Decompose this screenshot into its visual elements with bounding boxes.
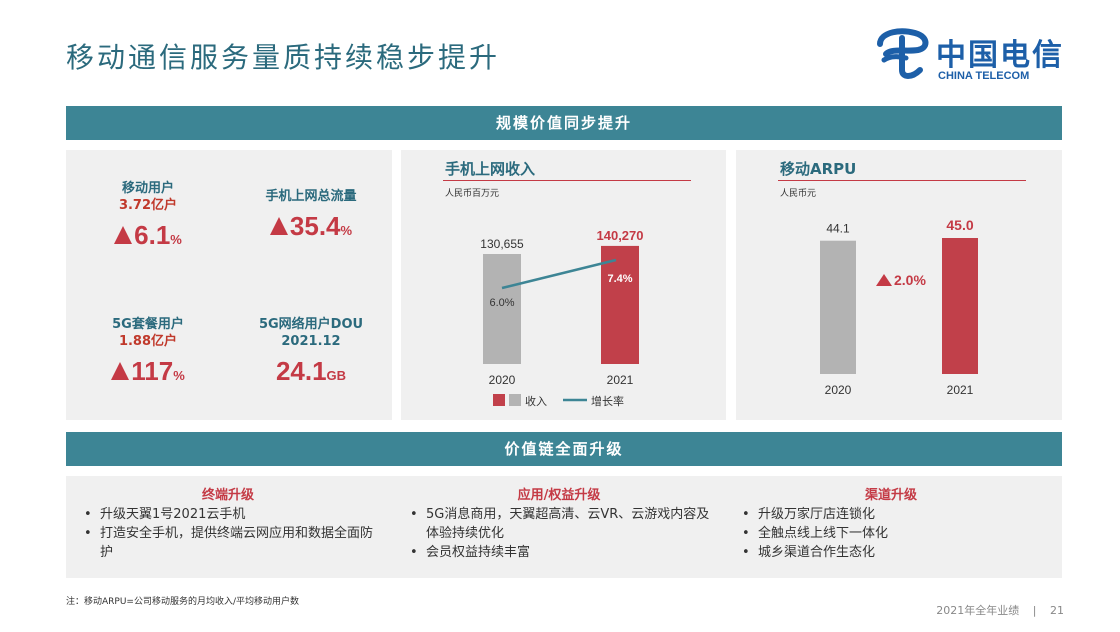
x-tick-label: 2020 — [489, 373, 516, 387]
page-footer: 2021年全年业绩 | 21 — [936, 602, 1064, 618]
legend-label: 增长率 — [591, 394, 624, 408]
arpu-bar — [820, 240, 856, 374]
growth-line — [501, 258, 617, 290]
section-header-scale-value: 规模价值同步提升 — [66, 106, 1062, 140]
list-item: 会员权益持续丰富 — [404, 543, 714, 562]
title-rule — [778, 180, 1026, 181]
chart-unit: 人民币百万元 — [445, 189, 500, 199]
bullet-list: 升级万家厅店连锁化 全触点线上线下一体化 城乡渠道合作生态化 — [736, 505, 1046, 562]
kpi-value: 117% — [78, 356, 218, 387]
kpi-5g-dou: 5G网络用户DOU 2021.12 24.1GB — [236, 316, 386, 387]
column-title: 渠道升级 — [864, 488, 917, 503]
kpi-mobile-users: 移动用户 3.72亿户 6.1% — [78, 180, 218, 251]
column-title: 终端升级 — [201, 488, 254, 503]
arrow-up-icon — [876, 274, 892, 286]
list-item: 打造安全手机，提供终端云网应用和数据全面防护 — [78, 524, 378, 562]
kpi-5g-package-users: 5G套餐用户 1.88亿户 117% — [78, 316, 218, 387]
bar-value-label: 140,270 — [597, 228, 644, 243]
bullet-list: 5G消息商用，天翼超高清、云VR、云游戏内容及体验持续优化 会员权益持续丰富 — [404, 505, 714, 562]
list-item: 5G消息商用，天翼超高清、云VR、云游戏内容及体验持续优化 — [404, 505, 714, 543]
column-title: 应用/权益升级 — [517, 488, 601, 503]
kpi-panel: 移动用户 3.72亿户 6.1% 手机上网总流量 35.4% 5G套餐用户 1.… — [66, 150, 392, 420]
kpi-subtitle: 1.88亿户 — [118, 334, 178, 349]
column-application-upgrade: 应用/权益升级 5G消息商用，天翼超高清、云VR、云游戏内容及体验持续优化 会员… — [404, 484, 714, 562]
kpi-value: 24.1GB — [275, 356, 347, 386]
china-telecom-logo: 中国电信 CHINA TELECOM — [872, 26, 1072, 86]
list-item: 升级万家厅店连锁化 — [736, 505, 1046, 524]
value-chain-panel: 终端升级 升级天翼1号2021云手机 打造安全手机，提供终端云网应用和数据全面防… — [66, 476, 1062, 578]
title-rule — [443, 180, 691, 181]
kpi-title: 移动用户 — [121, 181, 174, 196]
growth-label: 2.0% — [894, 272, 926, 288]
kpi-mobile-traffic: 手机上网总流量 35.4% — [236, 188, 386, 242]
bar-value-label: 45.0 — [946, 217, 973, 233]
x-tick-label: 2021 — [947, 383, 974, 397]
kpi-value: 35.4% — [236, 211, 386, 242]
mobile-internet-revenue-panel: 手机上网收入 人民币百万元 130,655 2020 140,270 2021 6.0%… — [401, 150, 726, 420]
separator: | — [1032, 604, 1037, 617]
legend-swatch-gray — [509, 394, 521, 406]
column-terminal-upgrade: 终端升级 升级天翼1号2021云手机 打造安全手机，提供终端云网应用和数据全面防… — [78, 484, 378, 562]
kpi-title: 5G网络用户DOU — [258, 317, 364, 332]
kpi-title: 5G套餐用户 — [112, 317, 184, 332]
footnote: 注：移动ARPU=公司移动服务的月均收入/平均移动用户数 — [66, 597, 299, 607]
logo-chinese-text: 中国电信 — [936, 38, 1064, 73]
x-tick-label: 2020 — [825, 383, 852, 397]
arrow-up-icon — [111, 362, 130, 380]
column-channel-upgrade: 渠道升级 升级万家厅店连锁化 全触点线上线下一体化 城乡渠道合作生态化 — [736, 484, 1046, 562]
logo-english-text: CHINA TELECOM — [938, 70, 1030, 82]
page-title: 移动通信服务量质持续稳步提升 — [66, 41, 501, 74]
kpi-subtitle: 2021.12 — [281, 334, 341, 349]
legend-swatch-red — [493, 394, 505, 406]
bar-value-label: 44.1 — [826, 222, 850, 236]
revenue-chart: 130,655 2020 140,270 2021 6.0% 7.4% 收入 增长率 — [480, 228, 644, 408]
kpi-title: 手机上网总流量 — [265, 189, 357, 204]
arpu-chart: 44.1 2020 45.0 2021 2.0% — [820, 217, 978, 397]
arrow-up-icon — [114, 226, 133, 244]
arpu-bar — [942, 238, 978, 374]
arrow-up-icon — [269, 217, 288, 235]
china-telecom-logo-icon — [877, 28, 929, 79]
growth-label: 7.4% — [607, 273, 632, 285]
chart-unit: 人民币元 — [780, 189, 817, 199]
growth-label: 6.0% — [489, 297, 514, 309]
section-header-value-chain: 价值链全面升级 — [66, 432, 1062, 466]
bar-value-label: 130,655 — [480, 237, 524, 251]
legend-label: 收入 — [525, 394, 547, 408]
x-tick-label: 2021 — [607, 373, 634, 387]
mobile-arpu-panel: 移动ARPU 人民币元 44.1 2020 45.0 2021 2.0% — [736, 150, 1062, 420]
list-item: 城乡渠道合作生态化 — [736, 543, 1046, 562]
revenue-bar — [483, 254, 521, 364]
chart-title: 手机上网收入 — [445, 160, 536, 178]
revenue-bar — [601, 245, 639, 364]
report-name: 2021年全年业绩 — [936, 604, 1020, 617]
page-number: 21 — [1050, 604, 1064, 617]
kpi-value: 6.1% — [78, 220, 218, 251]
list-item: 升级天翼1号2021云手机 — [78, 505, 378, 524]
bullet-list: 升级天翼1号2021云手机 打造安全手机，提供终端云网应用和数据全面防护 — [78, 505, 378, 562]
list-item: 全触点线上线下一体化 — [736, 524, 1046, 543]
chart-title: 移动ARPU — [780, 160, 857, 178]
kpi-subtitle: 3.72亿户 — [118, 198, 178, 213]
